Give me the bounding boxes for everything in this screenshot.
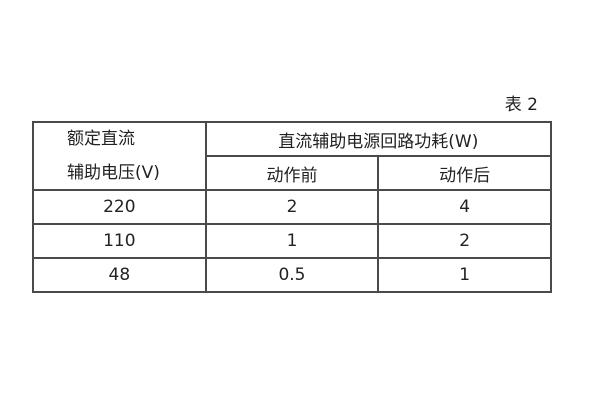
document-area: 表 2 额定直流 辅助电压(V) 直流辅助电源回路功耗(W) 动作前 动作后 2… (32, 93, 553, 293)
cell-after-220: 4 (377, 189, 552, 225)
cell-before-220: 2 (204, 189, 380, 225)
cell-after-110: 2 (377, 223, 552, 259)
table-row: 220 2 4 (32, 189, 552, 225)
table-row: 110 1 2 (32, 223, 552, 259)
rated-dc-voltage-lines: 额定直流 辅助电压(V) (67, 124, 204, 188)
header-row-top: 额定直流 辅助电压(V) 直流辅助电源回路功耗(W) (32, 121, 553, 191)
table-caption: 表 2 (504, 95, 538, 115)
rated-dc-line1: 额定直流 (67, 129, 135, 149)
power-consumption-table: 额定直流 辅助电压(V) 直流辅助电源回路功耗(W) 动作前 动作后 220 2… (32, 121, 553, 293)
cell-before-48: 0.5 (204, 257, 380, 293)
cell-voltage-110: 110 (32, 223, 207, 259)
table-row: 48 0.5 1 (32, 257, 552, 293)
header-row-sub: 动作前 动作后 (33, 155, 552, 191)
cell-voltage-220: 220 (32, 189, 207, 225)
cell-after-48: 1 (377, 257, 552, 293)
cell-voltage-48: 48 (32, 257, 207, 293)
header-cell-rated-dc-voltage: 额定直流 辅助电压(V) (32, 121, 207, 191)
header-cell-power-consumption: 直流辅助电源回路功耗(W) (204, 121, 553, 157)
rated-dc-line2: 辅助电压(V) (67, 163, 160, 183)
header-cell-before-action: 动作前 (204, 155, 380, 191)
header-cell-after-action: 动作后 (377, 155, 552, 191)
cell-before-110: 1 (204, 223, 380, 259)
